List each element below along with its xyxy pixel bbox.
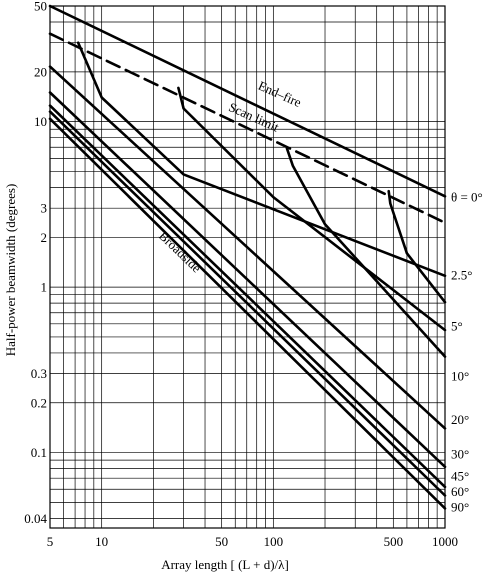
x-tick-label: 100 [264,534,284,549]
y-tick-label: 50 [34,0,47,14]
angle-label: 30° [451,447,469,462]
grid-lines [49,5,446,528]
y-tick-label: 3 [41,201,48,216]
y-tick-label: 20 [34,64,47,79]
angle-label: 10° [451,369,469,384]
x-tick-label: 1000 [432,534,458,549]
x-axis-label: Array length [ (L + d)/λ] [161,557,289,572]
series-lines [48,4,447,510]
y-axis-label: Half-power beamwidth (degrees) [3,184,18,357]
angle-label: 45° [451,469,469,484]
series-line [48,4,447,198]
series-line [177,86,447,332]
angle-label: 2.5° [451,268,472,283]
series-line [285,147,447,358]
broadside-annotation: Broadside [156,228,205,276]
angle-label: θ = 0° [451,190,483,205]
y-tick-label: 0.2 [31,395,47,410]
y-tick-label: 2 [41,230,48,245]
series-line [48,91,447,469]
series-line [48,104,447,489]
angle-label: 90° [451,499,469,514]
series-line [48,65,447,430]
end-fire-annotation: End–fire [256,78,304,110]
y-tick-label: 0.3 [31,366,47,381]
series-line [48,32,447,224]
y-tick-label: 0.1 [31,445,47,460]
angle-label: 60° [451,484,469,499]
x-tick-label: 10 [95,534,108,549]
y-tick-label: 0.04 [24,511,47,526]
y-tick-label: 10 [34,114,47,129]
angle-label: 20° [451,412,469,427]
angle-label: 5° [451,319,463,334]
x-tick-label: 500 [384,534,404,549]
series-line [387,189,447,304]
x-tick-label: 5 [47,534,54,549]
x-tick-label: 50 [215,534,228,549]
plot-frame [49,5,446,529]
x-tick-labels: 5 10 50 100 500 1000 [47,534,458,549]
series-line [48,117,447,510]
plot-border [49,5,446,529]
y-tick-label: 1 [41,280,48,295]
series-line [48,110,447,497]
angle-labels: θ = 0° 2.5° 5° 10° 20° 30° 45°60°90° [451,190,483,515]
y-tick-labels: 50 20 10 3 2 1 0.3 0.2 0.1 0.04 [24,0,47,526]
series-line [76,41,447,278]
